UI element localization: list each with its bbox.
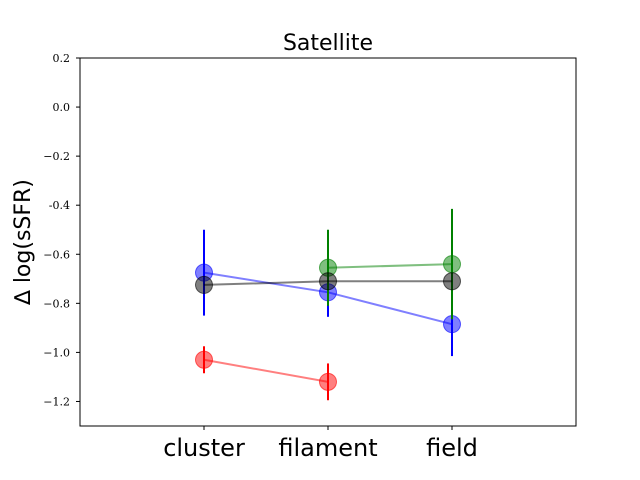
data-point bbox=[443, 255, 461, 274]
series-3 bbox=[195, 346, 337, 401]
y-tick-label: −0.8 bbox=[43, 297, 70, 310]
axis-ticks: 0.2 0.0 −0.2 -0.4 −0.6 −0.8 −1.0 −1.2 cluster fil… bbox=[43, 52, 478, 462]
series-2 bbox=[195, 272, 461, 294]
y-axis-label: ∆ log(sSFR) bbox=[11, 179, 36, 306]
series-line bbox=[327, 263, 453, 269]
data-point bbox=[195, 350, 213, 369]
x-tick-label: field bbox=[426, 434, 478, 462]
x-tick-label: cluster bbox=[163, 434, 245, 462]
y-tick-label: −1.2 bbox=[43, 395, 70, 408]
data-point bbox=[443, 272, 461, 291]
data-point bbox=[319, 272, 337, 291]
y-tick-label: −0.6 bbox=[43, 248, 70, 261]
y-tick-label: −0.2 bbox=[43, 150, 70, 163]
series-1 bbox=[319, 208, 461, 320]
y-tick-label: −1.0 bbox=[43, 346, 70, 359]
chart-title: Satellite bbox=[283, 31, 373, 56]
series-line bbox=[203, 358, 329, 383]
data-point bbox=[319, 372, 337, 391]
y-tick-label: 0.0 bbox=[53, 101, 71, 114]
data-point bbox=[195, 275, 213, 294]
y-tick-label: -0.4 bbox=[49, 199, 70, 212]
x-tick-label: filament bbox=[278, 434, 377, 462]
data-marks bbox=[195, 208, 461, 401]
y-tick-label: 0.2 bbox=[53, 52, 71, 65]
